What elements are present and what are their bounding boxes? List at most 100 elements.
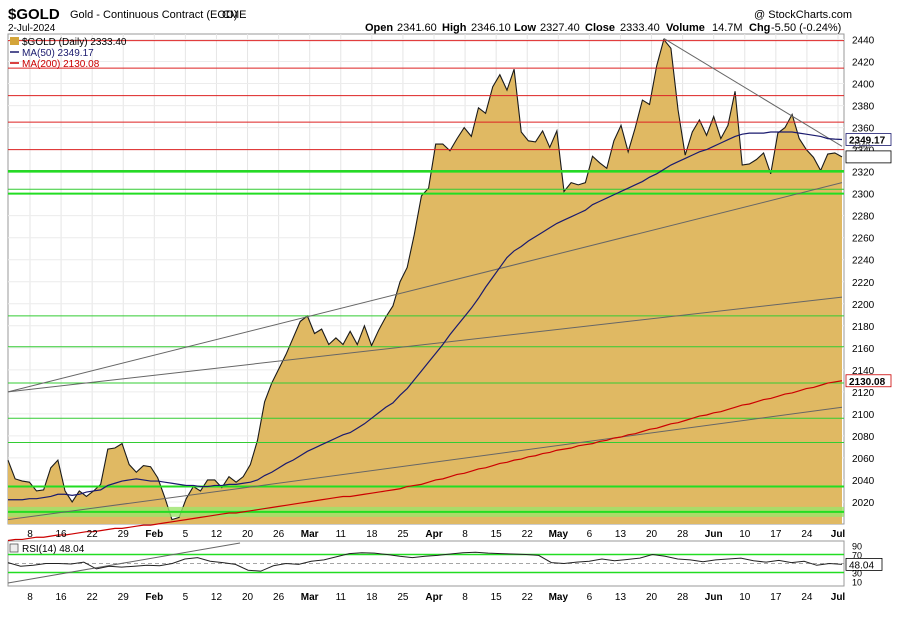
x-tick-label: 15 bbox=[491, 529, 503, 540]
rsi-x-tick-label: 8 bbox=[27, 592, 33, 603]
close-tag: 2333.40 bbox=[849, 153, 886, 164]
open-label: Open bbox=[365, 22, 393, 34]
moving-averages bbox=[7, 131, 843, 542]
x-tick-label: 24 bbox=[801, 529, 813, 540]
y-tick-label: 2160 bbox=[852, 344, 875, 355]
rsi-x-tick-label: 16 bbox=[56, 592, 68, 603]
y-tick-label: 2020 bbox=[852, 498, 875, 509]
rsi-x-tick-label: 12 bbox=[211, 592, 223, 603]
rsi-x-tick-label: Mar bbox=[301, 592, 319, 603]
y-tick-label: 2360 bbox=[852, 124, 875, 135]
x-tick-label: 22 bbox=[87, 529, 99, 540]
copyright: @ StockCharts.com bbox=[754, 9, 852, 21]
x-tick-label: 16 bbox=[56, 529, 68, 540]
rsi-x-tick-label: Apr bbox=[425, 592, 442, 603]
rsi-tick-label: 90 bbox=[852, 542, 862, 552]
legend-ma200: MA(200) 2130.08 bbox=[22, 59, 100, 70]
x-tick-label: 8 bbox=[462, 529, 468, 540]
close-label: Close bbox=[585, 22, 615, 34]
x-tick-label: 20 bbox=[242, 529, 254, 540]
price-tags: 2349.17 2333.40 2130.08 2340 bbox=[845, 133, 892, 388]
rsi-tick-label: 70 bbox=[852, 551, 862, 561]
x-tick-label: Jun bbox=[705, 529, 723, 540]
y-tick-label: 2040 bbox=[852, 476, 875, 487]
x-tick-label: 17 bbox=[770, 529, 782, 540]
y-tick-label: 2200 bbox=[852, 300, 875, 311]
ma200-tag-box bbox=[845, 374, 892, 388]
rsi-x-tick-label: 22 bbox=[87, 592, 99, 603]
rsi-x-tick-label: 28 bbox=[677, 592, 689, 603]
rsi-x-tick-label: 24 bbox=[801, 592, 813, 603]
y-tick-label: 2180 bbox=[852, 322, 875, 333]
price-y-axis: 2020 2040 2060 2080 2100 2120 2140 2160 2180 2200… bbox=[852, 36, 875, 509]
rsi-trendline bbox=[7, 542, 241, 584]
x-tick-label: 12 bbox=[211, 529, 223, 540]
x-tick-label: Apr bbox=[425, 529, 442, 540]
rsi-x-tick-label: 18 bbox=[366, 592, 378, 603]
y-tick-label: 2380 bbox=[852, 102, 875, 113]
rsi-tick-label: 30 bbox=[852, 569, 862, 579]
x-tick-label: 6 bbox=[587, 529, 593, 540]
x-tick-label: 26 bbox=[273, 529, 285, 540]
y-tick-label: 2260 bbox=[852, 234, 875, 245]
legend-ma50: MA(50) 2349.17 bbox=[22, 48, 94, 59]
rsi-x-tick-label: Jun bbox=[705, 592, 723, 603]
close-value: 2333.40 bbox=[620, 22, 660, 34]
overlap-tick-label: 2340 bbox=[852, 141, 870, 150]
open-value: 2341.60 bbox=[397, 22, 437, 34]
rsi-x-tick-label: Jul bbox=[831, 592, 846, 603]
rsi-x-tick-label: 25 bbox=[397, 592, 409, 603]
y-tick-label: 2400 bbox=[852, 80, 875, 91]
y-tick-label: 2320 bbox=[852, 168, 875, 179]
rsi-x-tick-label: 5 bbox=[183, 592, 189, 603]
price-x-axis: 8 16 22 29 Feb 5 12 20 26 Mar 11 18 25 Apr 8 15 22 May 6 13… bbox=[27, 529, 845, 540]
ma50-tag-box bbox=[845, 133, 892, 146]
x-tick-label: 11 bbox=[336, 529, 347, 540]
trendline bbox=[663, 37, 843, 147]
rsi-x-tick-label: 13 bbox=[615, 592, 627, 603]
x-tick-label: 22 bbox=[522, 529, 534, 540]
low-label: Low bbox=[514, 22, 536, 34]
rsi-x-tick-label: May bbox=[549, 592, 569, 603]
y-tick-label: 2120 bbox=[852, 388, 875, 399]
rsi-tick-label: 10 bbox=[852, 578, 862, 588]
trendlines bbox=[7, 37, 843, 521]
exchange: CME bbox=[222, 9, 246, 21]
y-tick-label: 2420 bbox=[852, 58, 875, 69]
x-tick-label: Feb bbox=[145, 529, 163, 540]
rsi-value-box bbox=[845, 558, 883, 571]
y-tick-label: 2140 bbox=[852, 366, 875, 377]
rsi-x-tick-label: 8 bbox=[462, 592, 468, 603]
trendline bbox=[7, 296, 843, 393]
close-tag-box bbox=[845, 150, 892, 164]
ma50-tag: 2349.17 bbox=[849, 136, 886, 147]
rsi-x-axis: 8 16 22 29 Feb 5 12 20 26 Mar 11 18 25 Apr 8 15 22 May 6 13… bbox=[27, 592, 845, 603]
instrument-name: Gold - Continuous Contract (EOD) bbox=[70, 9, 238, 21]
y-tick-label: 2080 bbox=[852, 432, 875, 443]
rsi-x-tick-label: 22 bbox=[522, 592, 534, 603]
price-area-fill bbox=[8, 39, 842, 525]
rsi-x-tick-label: 10 bbox=[739, 592, 751, 603]
x-tick-label: 5 bbox=[183, 529, 189, 540]
x-tick-label: May bbox=[549, 529, 569, 540]
rsi-line bbox=[7, 551, 843, 572]
rsi-value-tag: 48.04 bbox=[849, 560, 874, 571]
rsi-legend-swatch bbox=[9, 543, 19, 553]
rsi-x-tick-label: 20 bbox=[242, 592, 254, 603]
x-tick-label: 28 bbox=[677, 529, 689, 540]
rsi-x-tick-label: 29 bbox=[118, 592, 130, 603]
y-tick-label: 2100 bbox=[852, 410, 875, 421]
trendline bbox=[7, 182, 843, 393]
y-tick-label: 2300 bbox=[852, 190, 875, 201]
chg-label: Chg bbox=[749, 22, 770, 34]
rsi-x-tick-label: 15 bbox=[491, 592, 503, 603]
legend-gold: $GOLD (Daily) 2333.40 bbox=[22, 37, 127, 48]
ma200-tag: 2130.08 bbox=[849, 377, 886, 388]
y-tick-label: 2060 bbox=[852, 454, 875, 465]
x-tick-label: 25 bbox=[397, 529, 409, 540]
price-area bbox=[7, 38, 843, 525]
volume-label: Volume bbox=[666, 22, 705, 34]
x-tick-label: 29 bbox=[118, 529, 130, 540]
